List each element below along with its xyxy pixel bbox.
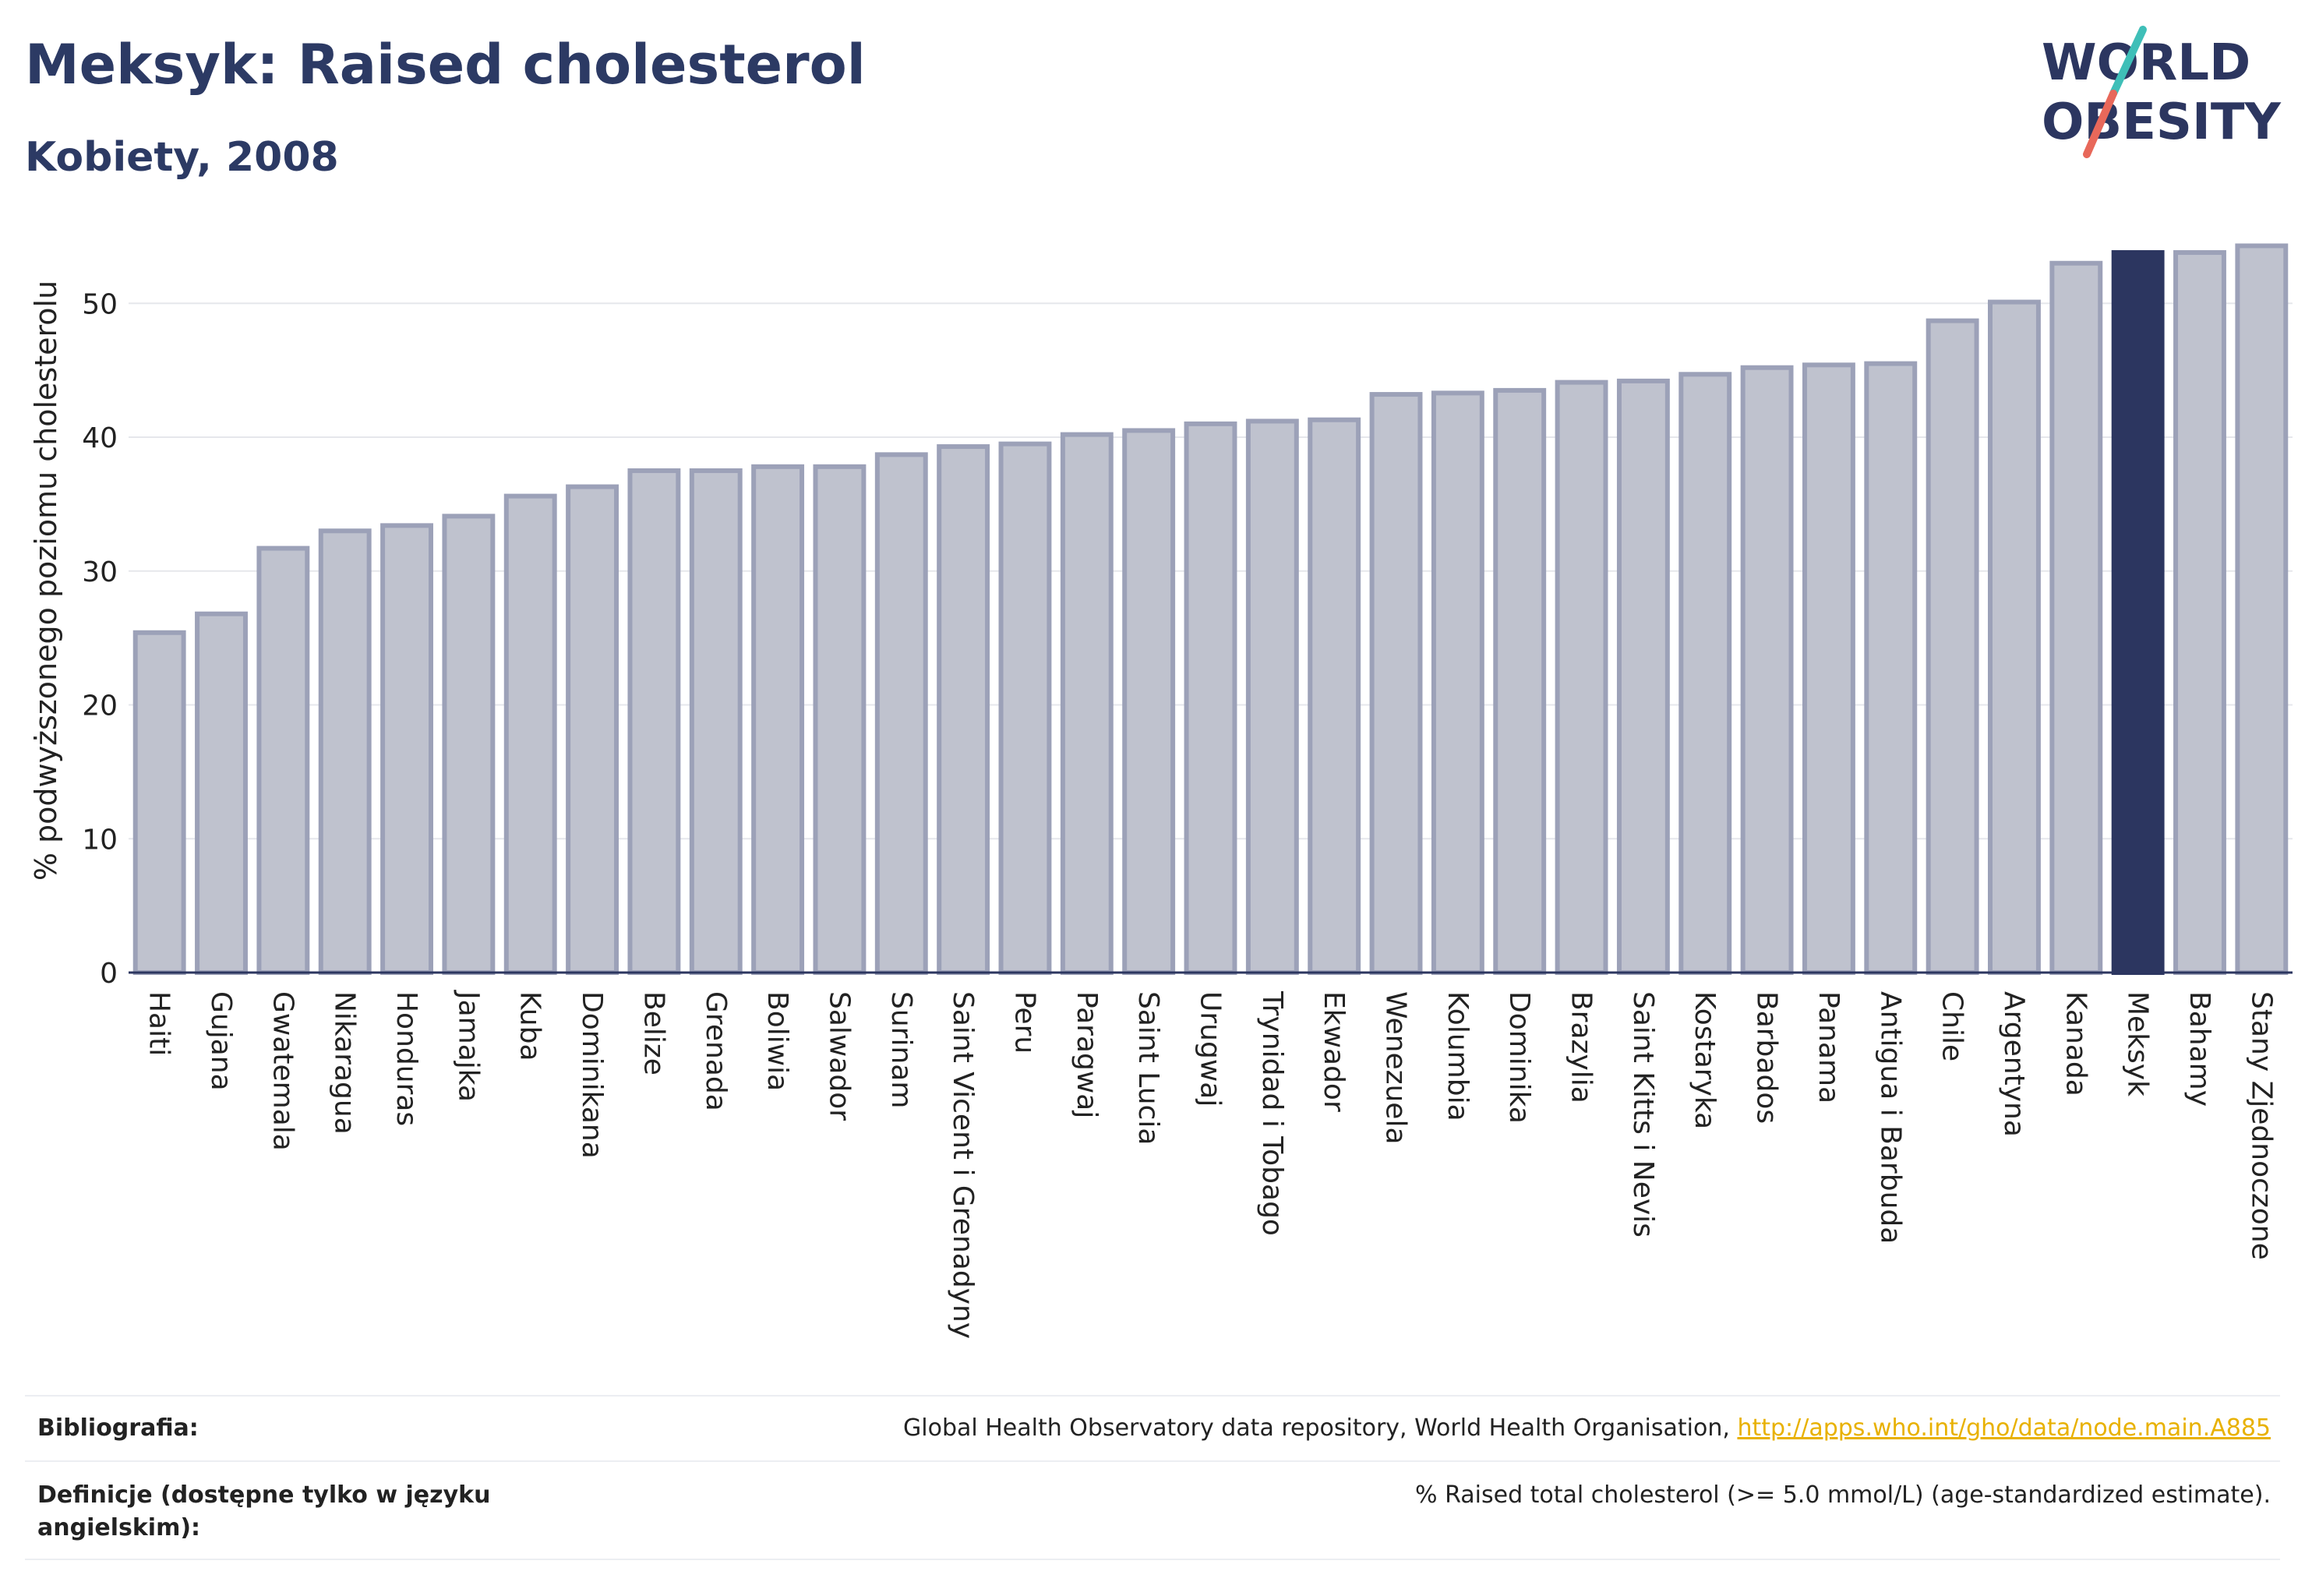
bar-stany-zjednoczone[interactable] bbox=[2235, 243, 2289, 975]
world-obesity-logo: WORLD OBESITY bbox=[2042, 26, 2281, 158]
bar-salwador[interactable] bbox=[813, 464, 867, 975]
y-tick-label: 20 bbox=[82, 690, 118, 722]
x-tick-label: Gwatemala bbox=[267, 991, 298, 1151]
x-tick-label: Argentyna bbox=[1998, 991, 2030, 1137]
definitions-row: Definicje (dostępne tylko w języku angie… bbox=[25, 1460, 2280, 1560]
bars bbox=[132, 243, 2289, 976]
x-tick-label: Surinam bbox=[885, 991, 917, 1108]
bar-nikaragua[interactable] bbox=[318, 528, 372, 975]
bar-jamajka[interactable] bbox=[442, 514, 496, 975]
x-tick-label: Belize bbox=[637, 991, 669, 1075]
x-tick-label: Peru bbox=[1008, 991, 1040, 1054]
x-tick-label: Kolumbia bbox=[1442, 991, 1474, 1121]
bar-dominikana[interactable] bbox=[566, 484, 619, 975]
x-tick-label: Nikaragua bbox=[329, 991, 361, 1135]
x-tick-label: Kuba bbox=[514, 991, 546, 1061]
x-tick-label: Saint Lucia bbox=[1132, 991, 1164, 1145]
y-tick-label: 0 bbox=[100, 958, 118, 990]
bar-peru[interactable] bbox=[998, 441, 1052, 975]
logo-line-2: OBESITY bbox=[2042, 94, 2281, 151]
x-tick-label: Kostaryka bbox=[1689, 991, 1721, 1129]
bar-trynidad-i-tobago[interactable] bbox=[1245, 418, 1299, 975]
bar-bahamy[interactable] bbox=[2173, 250, 2226, 975]
definitions-value: % Raised total cholesterol (>= 5.0 mmol/… bbox=[1415, 1481, 2271, 1509]
x-tick-label: Panama bbox=[1813, 991, 1844, 1103]
bar-ekwador[interactable] bbox=[1308, 417, 1361, 975]
bar-panama[interactable] bbox=[1802, 362, 1855, 975]
bibliography-text: Global Health Observatory data repositor… bbox=[903, 1414, 1738, 1442]
x-tick-label: Saint Kitts i Nevis bbox=[1627, 991, 1659, 1238]
chart-subtitle: Kobiety, 2008 bbox=[25, 134, 339, 181]
definitions-label: Definicje (dostępne tylko w języku angie… bbox=[37, 1481, 491, 1541]
x-tick-label: Salwador bbox=[823, 991, 855, 1121]
x-tick-label: Jamajka bbox=[452, 990, 484, 1102]
x-tick-label: Dominikana bbox=[576, 991, 608, 1159]
y-tick-label: 30 bbox=[82, 556, 118, 588]
x-tick-label: Urugwaj bbox=[1195, 991, 1227, 1107]
x-tick-label: Chile bbox=[1936, 991, 1968, 1061]
bar-barbados[interactable] bbox=[1740, 365, 1794, 975]
x-tick-label: Saint Vicent i Grenadyny bbox=[947, 991, 979, 1339]
x-tick-label: Trynidad i Tobago bbox=[1256, 990, 1288, 1236]
y-tick-label: 40 bbox=[82, 422, 118, 454]
bar-saint-lucia[interactable] bbox=[1122, 428, 1176, 975]
bar-kuba[interactable] bbox=[503, 493, 557, 975]
bar-grenada[interactable] bbox=[689, 468, 743, 975]
x-tick-label: Grenada bbox=[700, 991, 732, 1111]
x-tick-label: Honduras bbox=[390, 991, 422, 1126]
y-tick-label: 10 bbox=[82, 824, 118, 856]
bar-wenezuela[interactable] bbox=[1369, 392, 1423, 976]
bar-paragwaj[interactable] bbox=[1060, 432, 1114, 975]
bar-boliwia[interactable] bbox=[751, 464, 805, 975]
bar-kolumbia[interactable] bbox=[1431, 390, 1484, 975]
chart-title: Meksyk: Raised cholesterol bbox=[25, 33, 866, 97]
bar-gujana[interactable] bbox=[195, 611, 248, 975]
bar-surinam[interactable] bbox=[874, 452, 928, 975]
bibliography-row: Bibliografia: Global Health Observatory … bbox=[25, 1395, 2280, 1462]
y-tick-label: 50 bbox=[82, 288, 118, 320]
logo-slash-coral bbox=[2083, 90, 2117, 158]
bibliography-value: Global Health Observatory data repositor… bbox=[903, 1412, 2271, 1445]
bar-haiti[interactable] bbox=[132, 630, 186, 975]
bar-belize[interactable] bbox=[627, 468, 681, 975]
bar-chart: 0 10 20 30 40 50 Haiti Gujana Gwatemala Nikaragua… bbox=[29, 243, 2293, 1339]
x-tick-label: Wenezuela bbox=[1380, 991, 1412, 1145]
bar-chile[interactable] bbox=[1926, 318, 1979, 975]
logo-slash-teal bbox=[2109, 26, 2147, 97]
bar-kanada[interactable] bbox=[2049, 260, 2103, 975]
bar-honduras[interactable] bbox=[380, 523, 433, 975]
axes: 0 10 20 30 40 50 Haiti Gujana Gwatemala Nikaragua… bbox=[82, 288, 2293, 1339]
bar-antigua-i-barbuda[interactable] bbox=[1864, 361, 1918, 976]
bar-saint-kitts-i-nevis[interactable] bbox=[1616, 378, 1670, 976]
bar-kostaryka[interactable] bbox=[1678, 372, 1732, 976]
bar-gwatemala[interactable] bbox=[256, 546, 310, 975]
bar-urugwaj[interactable] bbox=[1184, 421, 1237, 975]
x-tick-label: Meksyk bbox=[2122, 991, 2154, 1096]
bar-meksyk[interactable] bbox=[2111, 250, 2165, 975]
x-tick-label: Brazylia bbox=[1565, 991, 1597, 1103]
x-tick-label: Kanada bbox=[2060, 991, 2091, 1096]
x-tick-label: Paragwaj bbox=[1071, 991, 1103, 1118]
x-tick-label: Dominika bbox=[1503, 991, 1535, 1124]
x-tick-label: Barbados bbox=[1751, 991, 1783, 1124]
bar-argentyna[interactable] bbox=[1988, 299, 2041, 976]
bar-brazylia[interactable] bbox=[1555, 380, 1608, 975]
bibliography-label: Bibliografia: bbox=[37, 1414, 199, 1442]
bibliography-link[interactable]: http://apps.who.int/gho/data/node.main.A… bbox=[1737, 1414, 2271, 1442]
x-tick-label: Antigua i Barbuda bbox=[1874, 991, 1906, 1244]
x-tick-label: Gujana bbox=[205, 991, 237, 1091]
x-tick-label: Bahamy bbox=[2183, 991, 2215, 1107]
x-tick-label: Haiti bbox=[143, 991, 175, 1056]
logo-line-1: WORLD bbox=[2042, 34, 2250, 92]
x-tick-label: Boliwia bbox=[761, 991, 793, 1091]
y-axis-label: % podwyższonego poziomu cholesterolu bbox=[29, 281, 63, 881]
x-tick-label: Ekwador bbox=[1318, 991, 1350, 1112]
bar-dominika[interactable] bbox=[1493, 387, 1547, 975]
bar-saint-vicent-i-grenadyny[interactable] bbox=[937, 444, 990, 975]
x-tick-label: Stany Zjednoczone bbox=[2245, 991, 2277, 1260]
